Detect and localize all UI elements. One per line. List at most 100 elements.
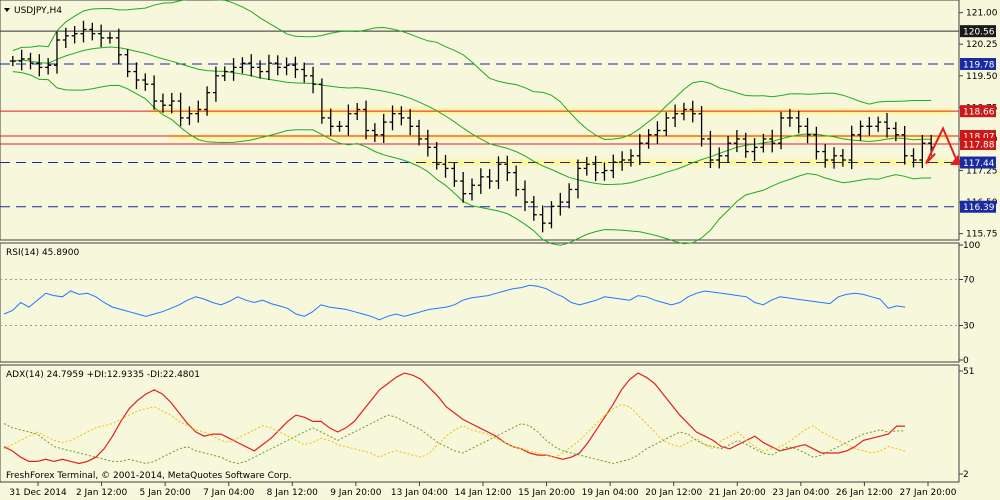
ohlc-bar [265, 54, 272, 81]
ohlc-bar [53, 31, 60, 74]
x-tick-label: 15 Jan 20:00 [518, 488, 575, 498]
ohlc-bar [389, 105, 396, 131]
ohlc-bar [89, 22, 96, 41]
ohlc-bar [354, 103, 361, 121]
forecast-arrow [925, 125, 962, 166]
highlight-band [414, 159, 952, 166]
ohlc-bar [530, 196, 537, 221]
bollinger-line [12, 0, 932, 141]
ohlc-bar [168, 92, 175, 114]
ohlc-bar [760, 133, 767, 153]
adx-panel[interactable] [0, 364, 960, 483]
adx-tick-label: 51 [963, 367, 974, 377]
rsi-series [3, 284, 906, 321]
ohlc-bar [716, 147, 723, 169]
level-label: 119.78 [960, 58, 996, 71]
y-tick-label: 119.50 [966, 72, 998, 82]
ohlc-bar [424, 129, 431, 157]
y-tick-label: 121.00 [966, 9, 998, 19]
adx-label: ADX(14) 24.7959 +DI:12.9335 -DI:22.4801 [6, 370, 200, 380]
ohlc-bar [583, 156, 590, 176]
chart-title: USDJPY,H4 [14, 6, 62, 16]
ohlc-bar [831, 147, 838, 169]
ohlc-bar [672, 104, 679, 128]
level-label-text: 117.44 [963, 159, 995, 169]
x-tick-label: 20 Jan 12:00 [645, 488, 702, 498]
ohlc-bar [133, 62, 140, 90]
ohlc-bar [884, 112, 891, 138]
level-label-box [960, 200, 996, 213]
ohlc-bar [919, 135, 926, 169]
ohlc-bar [80, 20, 87, 43]
ohlc-bar [654, 121, 661, 144]
ohlc-bar [407, 109, 414, 136]
ohlc-bar [380, 113, 387, 143]
x-tick-label: 26 Jan 12:00 [836, 488, 893, 498]
ohlc-bar [212, 66, 219, 102]
x-tick-label: 21 Jan 20:00 [709, 488, 766, 498]
ohlc-bar [345, 104, 352, 136]
ohlc-bar [239, 57, 246, 74]
ohlc-bar [433, 141, 440, 170]
ohlc-bar [292, 56, 299, 79]
ohlc-bar [195, 100, 202, 123]
ohlc-bar [336, 120, 343, 132]
ohlc-bar [98, 24, 105, 47]
level-label-text: 120.56 [963, 28, 995, 38]
ohlc-bar [813, 126, 820, 160]
ohlc-bar [186, 106, 193, 126]
x-tick-label: 19 Jan 04:00 [582, 488, 639, 498]
level-label: 117.44 [960, 156, 996, 169]
ohlc-bar [36, 54, 43, 77]
bollinger-line [12, 46, 932, 186]
ohlc-bar [159, 93, 166, 113]
ohlc-bar [513, 165, 520, 197]
ohlc-bar [442, 154, 449, 178]
ohlc-bar [566, 183, 573, 209]
ohlc-bar [848, 125, 855, 170]
ohlc-bar [62, 27, 69, 48]
rsi-panel[interactable] [0, 242, 960, 363]
ohlc-bar [142, 73, 149, 91]
highlight-band [168, 134, 952, 140]
ohlc-bar [318, 78, 325, 124]
ohlc-bar [230, 58, 237, 81]
level-label: 117.88 [960, 138, 996, 151]
adx-series [3, 414, 905, 465]
ohlc-bar [451, 162, 458, 187]
ohlc-bar [548, 201, 555, 229]
triangle-down-icon[interactable] [4, 8, 10, 12]
price-panel[interactable] [0, 0, 960, 241]
ohlc-bar [822, 143, 829, 168]
x-tick-label: 14 Jan 12:00 [455, 488, 512, 498]
ohlc-bar [274, 55, 281, 76]
bollinger-bands [12, 0, 932, 246]
copyright-text: FreshForex Terminal, © 2001-2014, MetaQu… [6, 471, 292, 481]
x-tick-label: 31 Dec 2014 [9, 488, 67, 498]
ohlc-bar [857, 120, 864, 141]
x-tick-label: 9 Jan 20:00 [330, 488, 382, 498]
x-tick-label: 5 Jan 20:00 [140, 488, 192, 498]
ohlc-bar [495, 156, 502, 189]
y-tick-label: 120.25 [966, 40, 998, 50]
level-label-text: 118.66 [963, 108, 995, 118]
ohlc-bar [689, 100, 696, 123]
ohlc-bar [698, 106, 705, 147]
rsi-tick-label: 70 [963, 276, 975, 286]
level-label-box [960, 25, 996, 38]
ohlc-bar [875, 116, 882, 132]
ohlc-bar [124, 49, 131, 78]
ohlc-bar [416, 119, 423, 146]
ohlc-bar [733, 130, 740, 153]
ohlc-bar [115, 28, 122, 64]
level-label-text: 116.39 [963, 203, 995, 213]
level-label-text: 119.78 [963, 61, 995, 71]
time-axis-labels: 31 Dec 2014 2 Jan 12:00 5 Jan 20:00 7 Jan 0… [9, 482, 957, 498]
ohlc-bar [504, 155, 511, 182]
ohlc-bar [27, 52, 34, 70]
adx-axis-ticks: 51 2 [959, 367, 974, 480]
ohlc-bar [283, 57, 290, 76]
adx-tick-label: 2 [963, 470, 969, 480]
